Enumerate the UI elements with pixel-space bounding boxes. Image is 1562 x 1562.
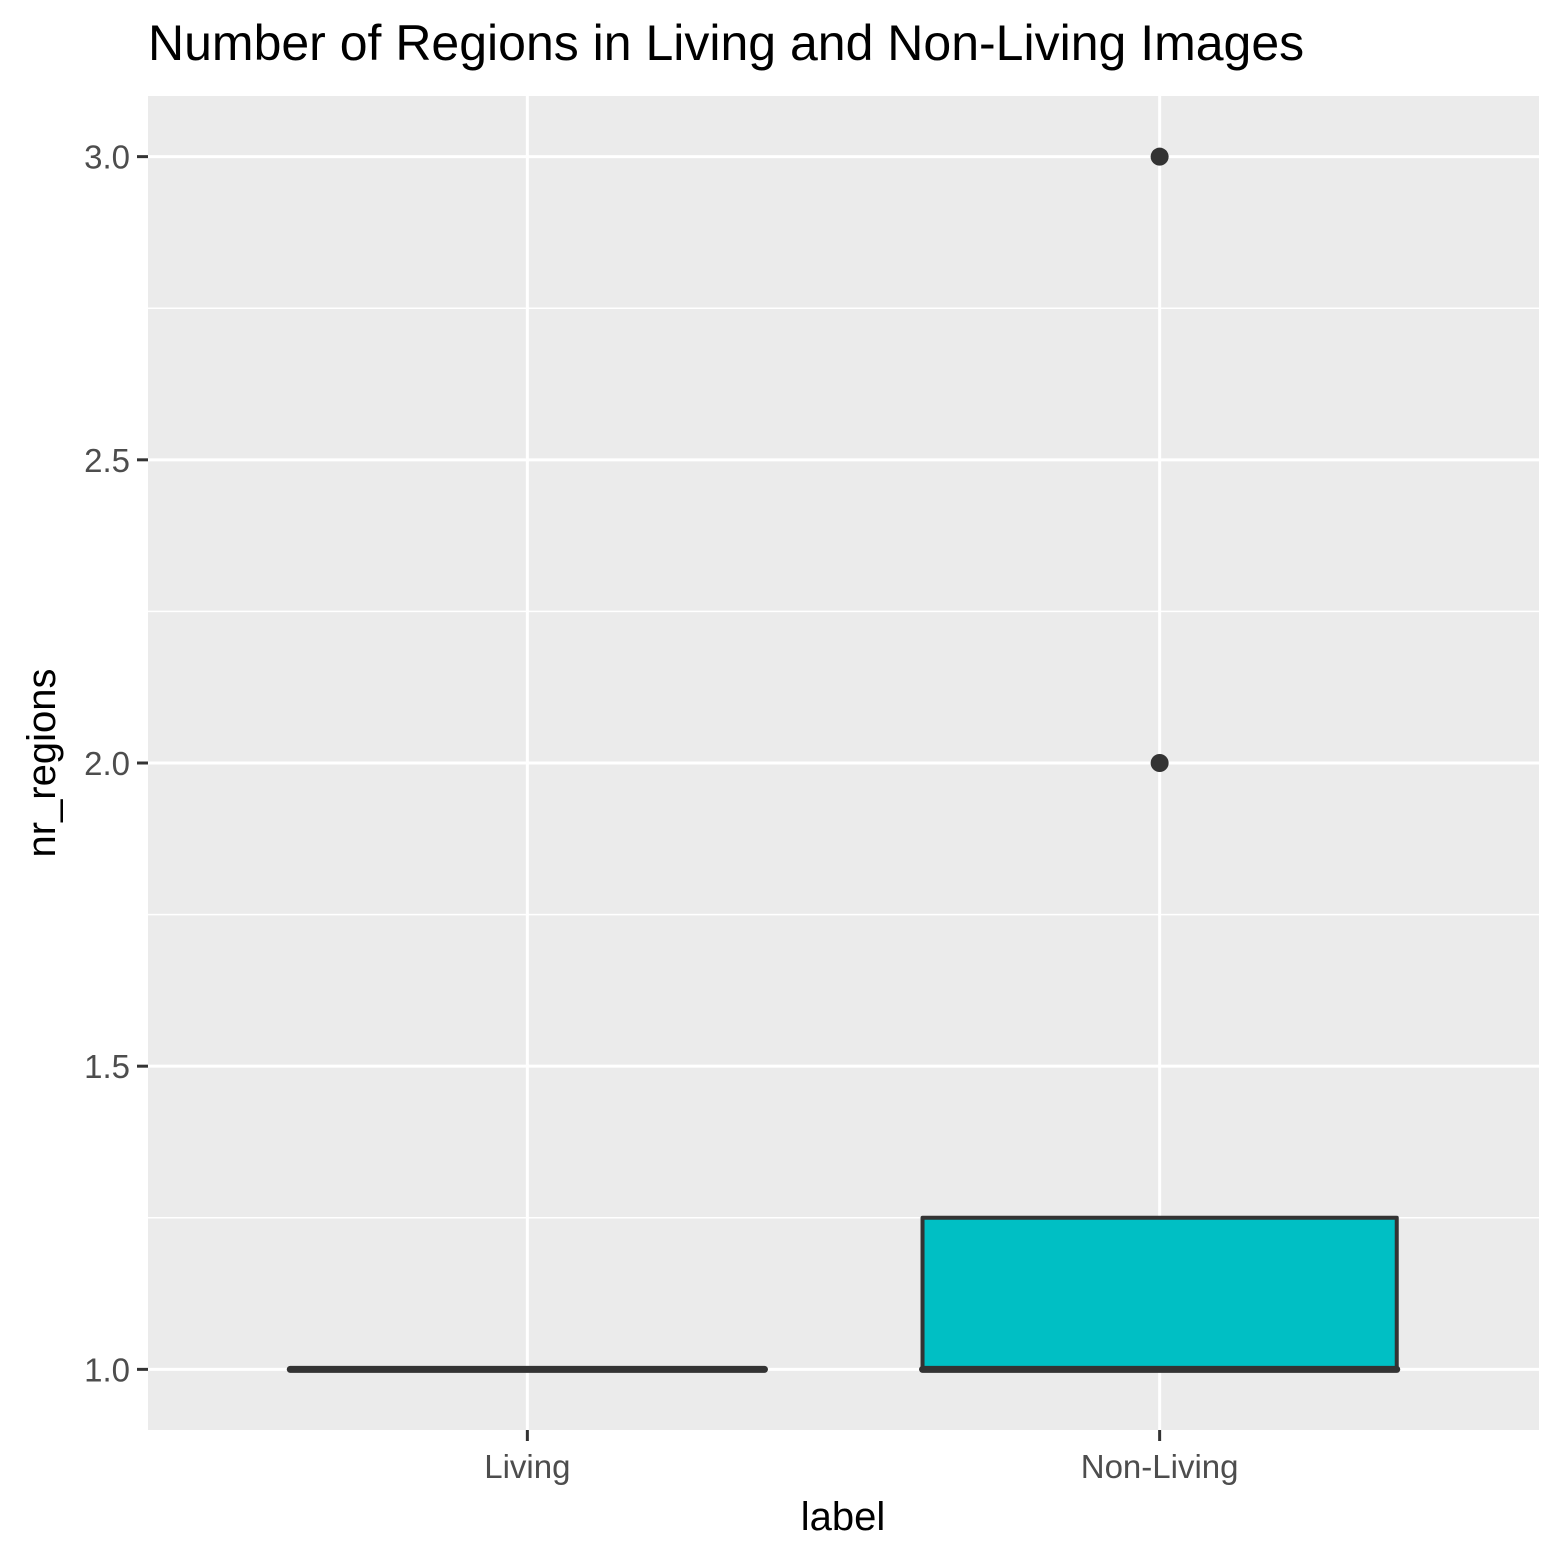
outlier-point xyxy=(1150,754,1169,772)
x-tick-label: Non-Living xyxy=(1081,1448,1239,1485)
box-non-living xyxy=(920,1215,1399,1372)
y-tick-label: 2.0 xyxy=(84,745,130,782)
y-tick-label: 2.5 xyxy=(84,442,130,479)
x-axis: Living Non-Living xyxy=(484,1430,1239,1485)
x-axis-title: label xyxy=(801,1495,886,1539)
boxes xyxy=(286,147,1401,1373)
y-tick-label: 3.0 xyxy=(84,139,130,176)
x-tick-label: Living xyxy=(484,1448,570,1485)
chart-title: Number of Regions in Living and Non-Livi… xyxy=(148,15,1304,71)
y-tick-label: 1.5 xyxy=(84,1048,130,1085)
y-axis: 1.0 1.5 2.0 2.5 3.0 xyxy=(84,139,148,1388)
y-axis-title: nr_regions xyxy=(20,668,64,857)
y-tick-label: 1.0 xyxy=(84,1351,130,1388)
outlier-point xyxy=(1150,147,1169,166)
